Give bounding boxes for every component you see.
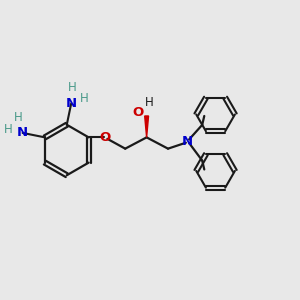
Text: H: H: [80, 92, 89, 105]
Polygon shape: [145, 116, 148, 137]
Text: O: O: [133, 106, 144, 119]
Text: H: H: [145, 96, 154, 109]
Text: N: N: [66, 97, 77, 110]
Text: H: H: [4, 123, 13, 136]
Text: H: H: [68, 81, 77, 94]
Text: N: N: [182, 135, 193, 148]
Text: H: H: [14, 111, 22, 124]
Text: N: N: [17, 126, 28, 140]
Text: O: O: [99, 131, 111, 144]
